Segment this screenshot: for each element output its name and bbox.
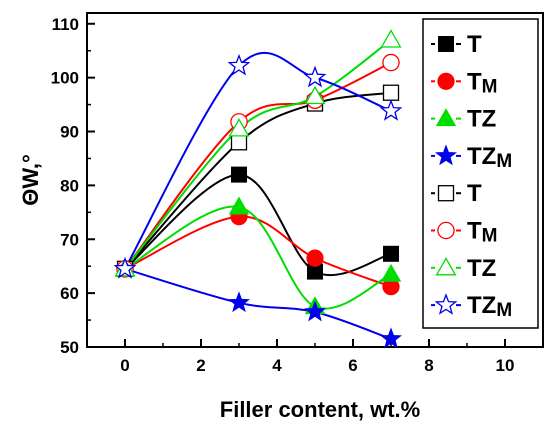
data-point-triangle — [380, 29, 402, 48]
data-markers — [113, 29, 403, 349]
x-axis-title: Filler content, wt.% — [220, 397, 420, 422]
data-point-triangle — [228, 118, 250, 137]
data-point-star — [380, 327, 402, 349]
legend-marker-circle — [437, 221, 455, 240]
legend-label: TM — [467, 218, 498, 247]
data-point-square — [231, 166, 247, 183]
legend-label: TZM — [467, 143, 512, 172]
y-axis-title: ΘW,° — [18, 154, 43, 206]
series-curve — [124, 61, 392, 270]
data-point-square — [230, 134, 248, 151]
series-curve — [124, 91, 392, 270]
data-point-square — [382, 84, 400, 101]
legend: T TM TZ TZM T TM TZ TZM — [431, 31, 512, 321]
fit-curves — [124, 39, 392, 340]
data-point-star — [379, 99, 403, 121]
legend-label: TZM — [467, 292, 512, 321]
legend-marker-square — [437, 185, 455, 202]
data-point-star — [303, 65, 327, 88]
x-tick-label: 8 — [424, 356, 433, 375]
series-curve — [124, 39, 392, 270]
legend-label: T — [467, 31, 482, 58]
x-tick-label: 2 — [196, 356, 205, 375]
y-tick-label: 70 — [60, 230, 79, 249]
x-tick-label: 6 — [348, 356, 357, 375]
legend-marker-circle — [437, 72, 455, 90]
legend-label: TZ — [467, 255, 496, 282]
legend-marker-triangle — [435, 108, 457, 127]
legend-label: T — [467, 180, 482, 207]
series-curve — [124, 51, 392, 270]
data-point-triangle — [228, 196, 250, 215]
legend-label: TZ — [467, 106, 496, 133]
legend-label: TM — [467, 68, 498, 97]
y-tick-label: 90 — [60, 123, 79, 142]
legend-box — [422, 18, 539, 329]
data-point-star — [113, 256, 137, 279]
legend-marker-star — [435, 144, 457, 166]
axis-ticks: 0 2 4 6 8 10 50 60 70 80 90 100 110 — [51, 15, 515, 375]
x-tick-label: 10 — [496, 356, 515, 375]
data-point-triangle — [304, 85, 326, 105]
legend-marker-square — [438, 36, 454, 52]
y-tick-label: 80 — [60, 176, 79, 195]
legend-marker-star — [434, 293, 458, 315]
data-point-star — [227, 53, 251, 76]
x-tick-label: 4 — [272, 356, 282, 375]
y-tick-label: 100 — [51, 69, 79, 88]
series-curve — [124, 267, 392, 340]
data-point-circle — [306, 249, 324, 267]
y-tick-label: 60 — [60, 284, 79, 303]
data-point-star — [304, 300, 326, 322]
series-curve — [124, 205, 392, 310]
legend-marker-triangle — [435, 257, 457, 276]
data-point-square — [383, 245, 399, 262]
y-tick-label: 50 — [60, 338, 79, 357]
data-point-circle — [382, 53, 400, 72]
data-point-star — [228, 291, 250, 313]
series-curve — [124, 215, 392, 288]
data-point-triangle — [380, 263, 402, 282]
y-tick-label: 110 — [52, 15, 79, 34]
x-tick-label: 0 — [120, 356, 129, 375]
